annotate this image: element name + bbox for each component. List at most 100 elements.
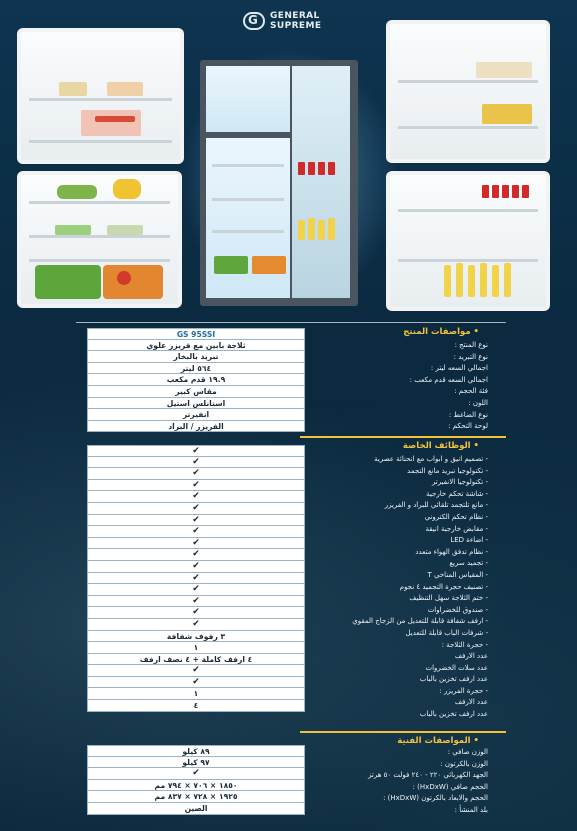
tech-label: الوزن بالكرتون : — [440, 759, 488, 768]
feature-value: ✔ — [87, 595, 305, 608]
product-specs-heading: • مواصفات المنتج — [403, 327, 479, 337]
feature-value: ✔ — [87, 514, 305, 527]
feature-label: عدد الارفف — [454, 652, 488, 661]
feature-value: ✔ — [87, 665, 305, 677]
brand-header: G GENERAL SUPREME — [0, 6, 577, 32]
tech-specs-table: ٨٩ كيلو ٩٧ كيلو ✔ ١٨٥٠ × ٧٠٦ × ٧٩٤ مم ١٩… — [87, 745, 305, 815]
features-title: الوظائف الخاصة — [402, 441, 471, 451]
features-labels: - تصميم انيق و ابواب مع انحنائة عصرية - … — [318, 454, 488, 721]
tech-label: الوزن صافي : — [447, 748, 488, 756]
tech-value: ١٩٢٥ × ٧٢٨ × ٨٣٧ مم — [87, 791, 305, 803]
feature-label: عدد ارفف تخزين بالباب — [419, 675, 488, 684]
freezer-door-photo — [386, 20, 550, 163]
brand-name: GENERAL SUPREME — [270, 11, 321, 31]
spec-value: انفيرتر — [87, 409, 305, 421]
feature-label: - المقياس المناخي T — [427, 570, 488, 579]
feature-value: ✔ — [87, 676, 305, 689]
spec-value: استانلس استيل — [87, 397, 305, 410]
feature-label: - حجرة الفريزر : — [439, 686, 488, 695]
feature-value: ✔ — [87, 584, 305, 596]
feature-label: - شاشة تحكم خارجية — [426, 489, 488, 498]
feature-value: ✔ — [87, 607, 305, 619]
feature-value: ١ — [87, 642, 305, 654]
feature-label: - مانع تلتجمد تلقائي للبراد و الفريزر — [384, 501, 488, 510]
spec-label: اجمالي السعه ليتر : — [430, 364, 488, 373]
spec-value: ٥٦٤ ليتر — [87, 362, 305, 375]
feature-label: - صندوق للخضراوات — [427, 605, 488, 614]
spec-label: نوع الضاغط : — [448, 410, 488, 419]
model-cell: GS 95SSI — [87, 328, 305, 340]
fridge-door-shelves-photo — [386, 171, 550, 311]
tech-value: ١٨٥٠ × ٧٠٦ × ٧٩٤ مم — [87, 779, 305, 792]
spec-label: اللون : — [468, 398, 488, 407]
feature-label: - اضاءة LED — [450, 536, 488, 545]
feature-label: - حجرة الثلاجة : — [441, 640, 488, 649]
feature-value: ٤ ارفف كاملة + ٤ نصف ارفف — [87, 653, 305, 666]
tech-value: ٨٩ كيلو — [87, 745, 305, 757]
feature-value: ✔ — [87, 491, 305, 503]
feature-label: - تصنيف حجرة التجميد ٤ نجوم — [399, 582, 488, 591]
feature-value: ✔ — [87, 468, 305, 480]
features-table: ✔ ✔ ✔ ✔ ✔ ✔ ✔ ✔ ✔ ✔ ✔ ✔ ✔ ✔ ✔ ✔ ٣ رفوف ش… — [87, 445, 305, 712]
features-heading: • الوظائف الخاصة — [402, 441, 479, 451]
feature-label: - نظام تدفق الهواء متعدد — [415, 547, 488, 556]
tech-label: الحجم صافي (HxDxW) : — [412, 782, 488, 791]
tech-value: ✔ — [87, 768, 305, 780]
feature-label: - تكنولوجيا الانفيرتر — [431, 478, 488, 487]
feature-label: - نظام تحكم الكتروني — [424, 512, 488, 521]
feature-value: ✔ — [87, 549, 305, 561]
feature-label: - ارفف شفافة قابلة للتعديل من الزجاج الم… — [352, 617, 488, 626]
features-separator — [300, 436, 506, 438]
feature-label: - تجميد سريع — [449, 559, 488, 568]
feature-label: - تصميم انيق و ابواب مع انحنائة عصرية — [374, 455, 488, 463]
spec-value: مقاس كبير — [87, 385, 305, 398]
product-specs-table: GS 95SSI ثلاجة بابين مع فريزر علوي تبريد… — [87, 328, 305, 433]
spec-label: نوع المنتج : — [454, 341, 488, 349]
product-specs-title: مواصفات المنتج — [403, 327, 471, 337]
spec-value: تبريد بالبخار — [87, 351, 305, 363]
feature-value: ✔ — [87, 572, 305, 585]
tech-value: ٩٧ كيلو — [87, 756, 305, 769]
feature-value: ✔ — [87, 560, 305, 573]
feature-label: - شرفات الباب قابلة للتعديل — [405, 628, 489, 637]
feature-label: عدد سلات الخضروات — [425, 663, 489, 672]
feature-value: ✔ — [87, 526, 305, 538]
spec-label: نوع التبريد : — [453, 352, 488, 361]
brand-logo-icon: G — [243, 12, 265, 30]
feature-label: عدد ارفف تخزين بالباب — [419, 710, 488, 719]
feature-value: ١ — [87, 688, 305, 701]
brand-line2: SUPREME — [270, 21, 322, 31]
spec-label: لوحة التحكم : — [448, 422, 488, 431]
feature-value: ✔ — [87, 502, 305, 515]
spec-value: ١٩.٩ قدم مكعب — [87, 374, 305, 386]
brand-line1: GENERAL — [270, 11, 320, 21]
spec-label: اجمالي السعه قدم مكعب : — [409, 375, 488, 384]
spec-value: ثلاجة بابين مع فريزر علوي — [87, 339, 305, 352]
feature-value: ✔ — [87, 445, 305, 457]
tech-specs-separator — [300, 731, 506, 733]
feature-label: - مقابض خارجية انيقة — [425, 524, 488, 533]
tech-specs-title: المواصفات الفنية — [397, 736, 471, 746]
feature-value: ✔ — [87, 537, 305, 550]
tech-label: بلد المنشأ : — [454, 805, 488, 814]
tech-specs-labels: الوزن صافي : الوزن بالكرتون : الجهد الكه… — [318, 747, 488, 817]
feature-label: - ختم الثلاجة سهل التنظيف — [409, 594, 488, 603]
freezer-interior-photo — [17, 28, 184, 164]
tech-label: الجهد الكهربائي ٢٢٠ - ٢٤٠ فولت ٥٠ هرتز — [368, 771, 488, 780]
tech-value: الصين — [87, 802, 305, 815]
feature-value: ✔ — [87, 618, 305, 631]
brand-mark: G — [248, 13, 258, 27]
feature-value: ٣ رفوف شفافة — [87, 630, 305, 643]
fridge-interior-photo — [17, 171, 182, 308]
feature-value: ✔ — [87, 456, 305, 469]
feature-label: - تكنولوجيا تبريد مانع التجمد — [407, 466, 488, 475]
feature-value: ✔ — [87, 479, 305, 492]
spec-label: فئة الحجم : — [454, 387, 488, 396]
tech-specs-heading: • المواصفات الفنية — [397, 736, 479, 746]
feature-value: ٤ — [87, 700, 305, 712]
top-separator — [76, 322, 506, 323]
fridge-product-image — [200, 60, 358, 306]
product-specs-labels: نوع المنتج : نوع التبريد : اجمالي السعه … — [318, 340, 488, 433]
spec-value: الفريزر / البراد — [87, 420, 305, 433]
feature-label: عدد الارفف — [454, 698, 488, 707]
